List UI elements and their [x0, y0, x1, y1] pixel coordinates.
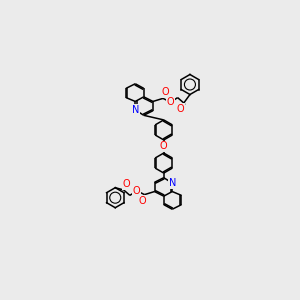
- Text: O: O: [133, 186, 141, 196]
- Text: O: O: [167, 97, 175, 107]
- Text: O: O: [123, 179, 130, 189]
- Text: N: N: [169, 178, 176, 188]
- Text: O: O: [138, 196, 146, 206]
- Text: O: O: [177, 104, 184, 114]
- Text: O: O: [161, 87, 169, 97]
- Text: O: O: [160, 142, 168, 152]
- Text: N: N: [132, 105, 139, 115]
